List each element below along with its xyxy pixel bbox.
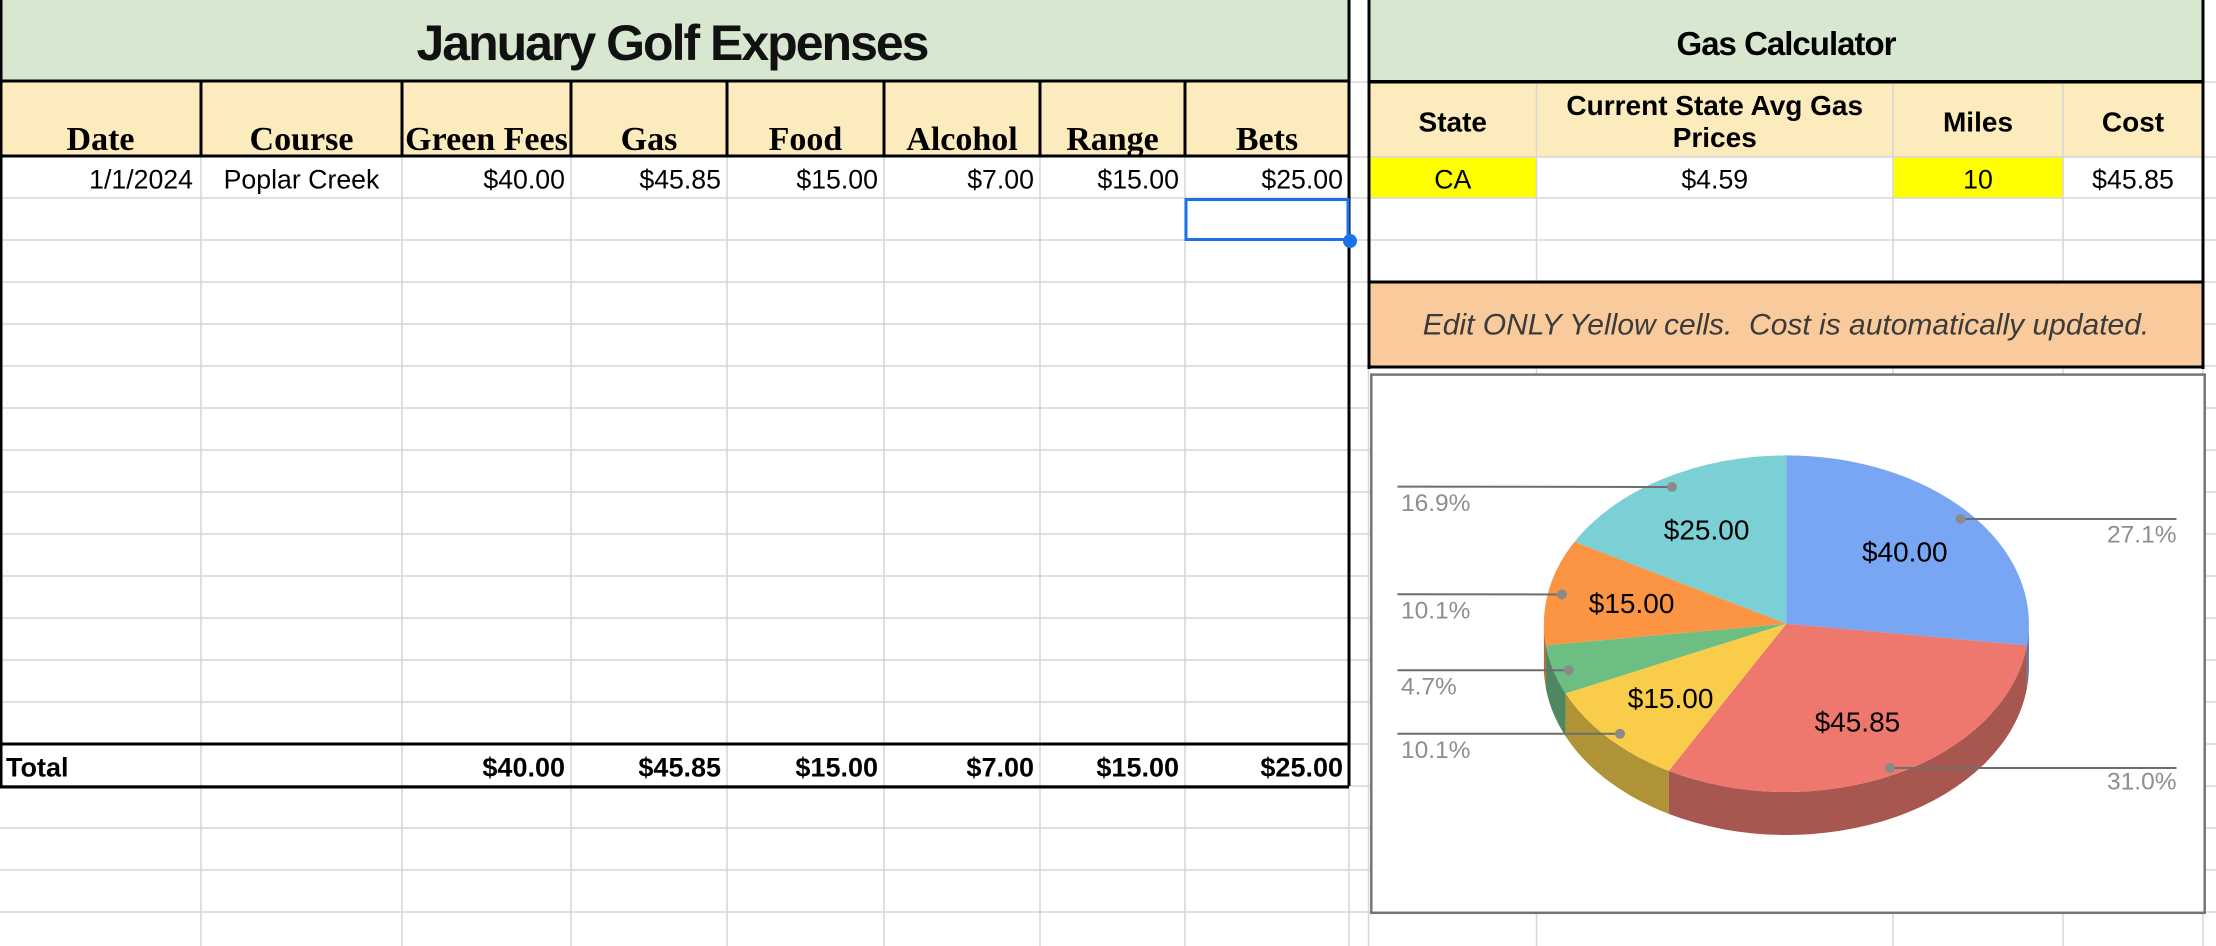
svg-text:31.0%: 31.0% xyxy=(2107,769,2176,796)
svg-text:Prices: Prices xyxy=(1673,122,1757,153)
svg-text:$15.00: $15.00 xyxy=(1589,588,1675,619)
svg-text:Gas: Gas xyxy=(621,121,678,158)
svg-text:$7.00: $7.00 xyxy=(967,165,1034,195)
svg-text:CA: CA xyxy=(1434,165,1471,195)
svg-text:10.1%: 10.1% xyxy=(1401,598,1470,625)
svg-text:$40.00: $40.00 xyxy=(1862,537,1948,568)
svg-text:10: 10 xyxy=(1963,165,1993,195)
svg-text:$40.00: $40.00 xyxy=(483,165,565,195)
svg-text:Food: Food xyxy=(769,121,843,158)
svg-text:1/1/2024: 1/1/2024 xyxy=(89,165,193,195)
svg-text:State: State xyxy=(1419,107,1487,138)
svg-text:$15.00: $15.00 xyxy=(796,165,878,195)
svg-text:$45.85: $45.85 xyxy=(639,165,721,195)
svg-text:Alcohol: Alcohol xyxy=(906,121,1017,158)
svg-text:27.1%: 27.1% xyxy=(2107,522,2176,549)
svg-text:10.1%: 10.1% xyxy=(1401,737,1470,764)
svg-text:Course: Course xyxy=(250,121,354,158)
svg-text:$25.00: $25.00 xyxy=(1664,514,1750,545)
svg-text:Miles: Miles xyxy=(1943,107,2013,138)
svg-text:Gas Calculator: Gas Calculator xyxy=(1677,25,1897,62)
svg-text:Green Fees: Green Fees xyxy=(405,121,568,158)
svg-text:$25.00: $25.00 xyxy=(1260,753,1343,783)
svg-text:Bets: Bets xyxy=(1236,121,1298,158)
svg-text:$40.00: $40.00 xyxy=(482,753,565,783)
svg-text:4.7%: 4.7% xyxy=(1401,674,1457,701)
svg-text:Cost: Cost xyxy=(2102,107,2164,138)
svg-text:$15.00: $15.00 xyxy=(1097,165,1179,195)
svg-text:16.9%: 16.9% xyxy=(1401,490,1470,517)
svg-text:$15.00: $15.00 xyxy=(1096,753,1179,783)
svg-text:January Golf Expenses: January Golf Expenses xyxy=(416,15,927,71)
svg-text:$7.00: $7.00 xyxy=(966,753,1034,783)
svg-text:Total: Total xyxy=(6,753,69,783)
svg-text:Current State Avg Gas: Current State Avg Gas xyxy=(1566,90,1863,121)
svg-text:Range: Range xyxy=(1066,121,1159,158)
svg-text:Poplar Creek: Poplar Creek xyxy=(224,165,380,195)
svg-text:Date: Date xyxy=(67,121,135,158)
svg-text:$15.00: $15.00 xyxy=(1628,683,1714,714)
svg-text:$45.85: $45.85 xyxy=(638,753,721,783)
svg-text:Edit ONLY Yellow cells. Cost: Edit ONLY Yellow cells. Cost is automati… xyxy=(1423,309,2150,342)
svg-text:$45.85: $45.85 xyxy=(1815,706,1901,737)
svg-text:$25.00: $25.00 xyxy=(1261,165,1343,195)
svg-text:$15.00: $15.00 xyxy=(795,753,878,783)
svg-text:$4.59: $4.59 xyxy=(1681,165,1748,195)
svg-text:$45.85: $45.85 xyxy=(2092,165,2174,195)
